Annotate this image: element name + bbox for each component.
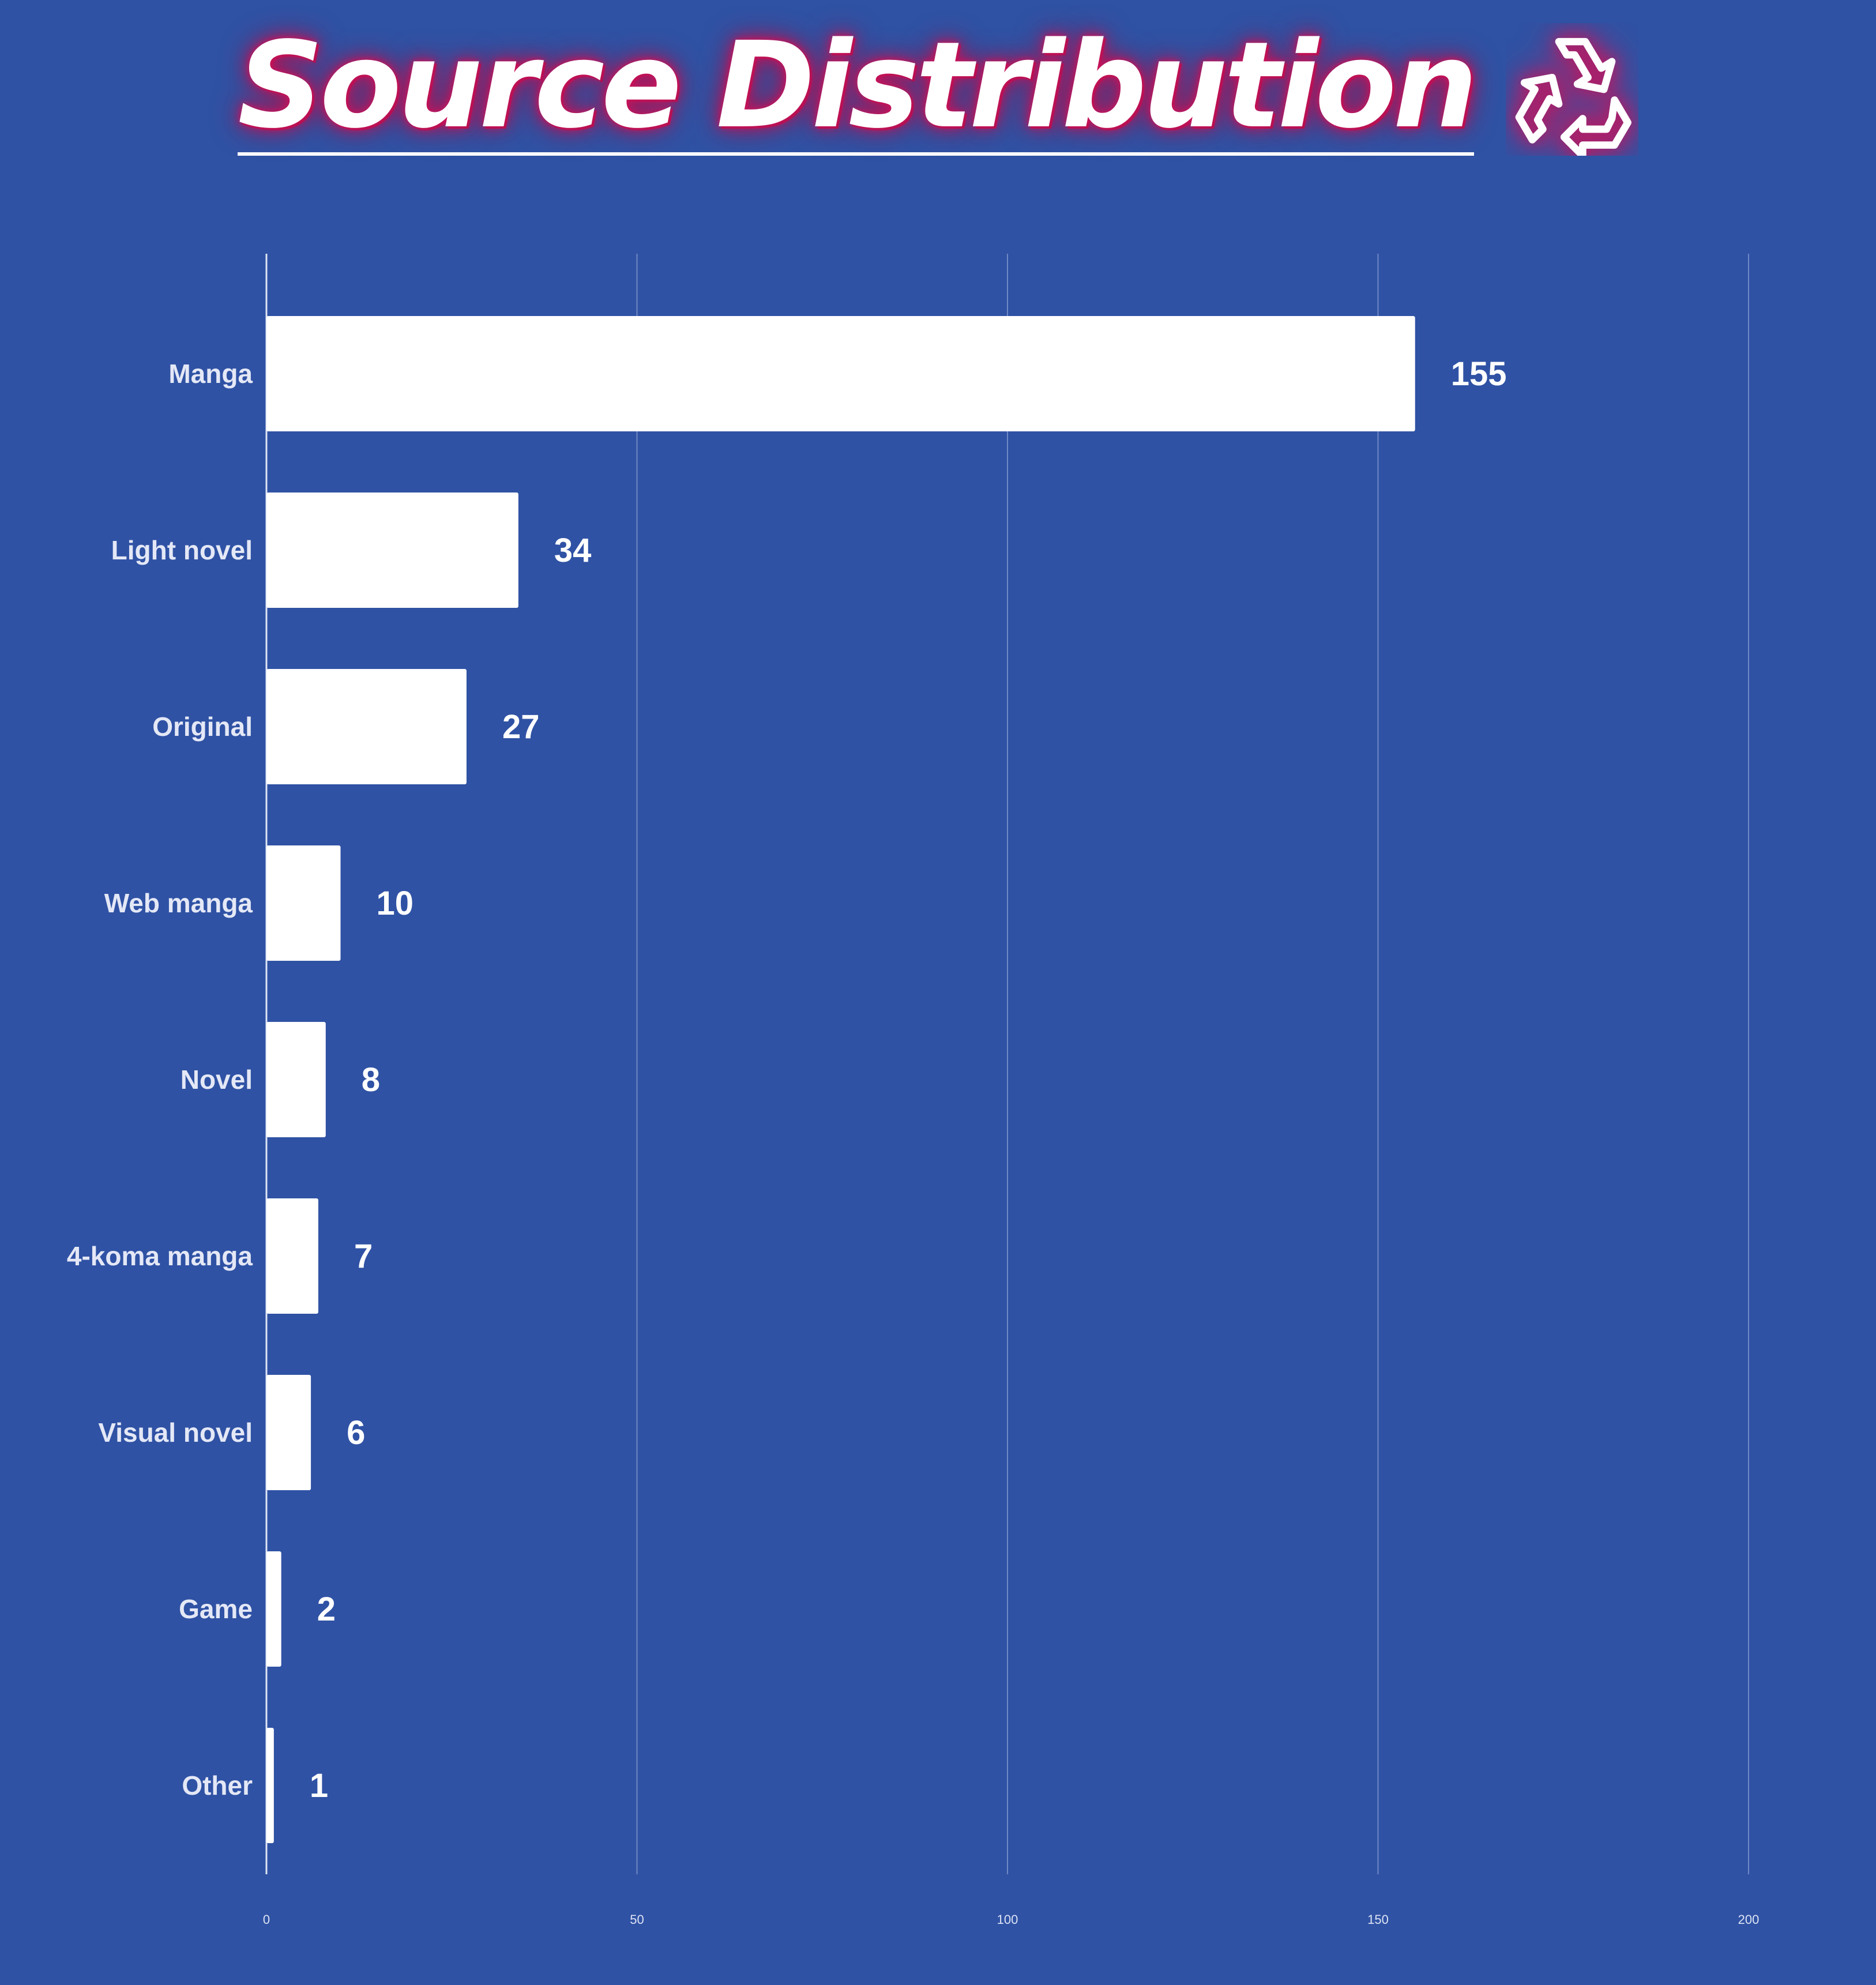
bar (266, 1022, 326, 1137)
value-label: 7 (354, 1238, 373, 1275)
x-tick-label: 100 (997, 1912, 1018, 1927)
category-label: Original (152, 712, 253, 742)
category-label: Novel (181, 1065, 253, 1095)
bar (266, 493, 518, 608)
bar (266, 1728, 274, 1843)
category-label: Web manga (104, 888, 253, 918)
x-tick-label: 50 (630, 1912, 644, 1927)
value-label: 27 (502, 708, 540, 746)
x-tick-label: 0 (263, 1912, 270, 1927)
value-label: 2 (317, 1591, 336, 1628)
value-label: 8 (362, 1061, 380, 1099)
x-tick-label: 150 (1367, 1912, 1389, 1927)
x-tick-labels: 0 50 100 150 200 (263, 1912, 1759, 1927)
value-label: 155 (1451, 355, 1507, 393)
value-label: 1 (310, 1767, 328, 1804)
category-label: Game (179, 1594, 253, 1624)
bar (266, 1198, 318, 1314)
category-label: Visual novel (98, 1418, 253, 1448)
category-label: Manga (168, 359, 253, 389)
category-label: Other (182, 1770, 253, 1800)
bar (266, 1375, 311, 1490)
value-label: 6 (347, 1414, 365, 1452)
chart-title: Source Distribution (238, 23, 1478, 156)
title-area: Source Distribution (0, 23, 1876, 196)
bar (266, 669, 467, 784)
value-label: 34 (554, 532, 592, 569)
value-label: 10 (377, 885, 414, 922)
category-labels: Manga Light novel Original Web manga Novel 4-… (67, 359, 253, 1800)
recycle-icon (1515, 38, 1631, 156)
value-labels: 155 34 27 10 8 7 6 2 1 (310, 355, 1507, 1804)
bar (266, 1551, 281, 1667)
x-tick-label: 200 (1738, 1912, 1760, 1927)
category-label: 4-koma manga (67, 1241, 253, 1271)
category-label: Light novel (111, 535, 253, 565)
bars (266, 316, 1415, 1843)
bar (266, 316, 1415, 431)
bar (266, 845, 341, 961)
